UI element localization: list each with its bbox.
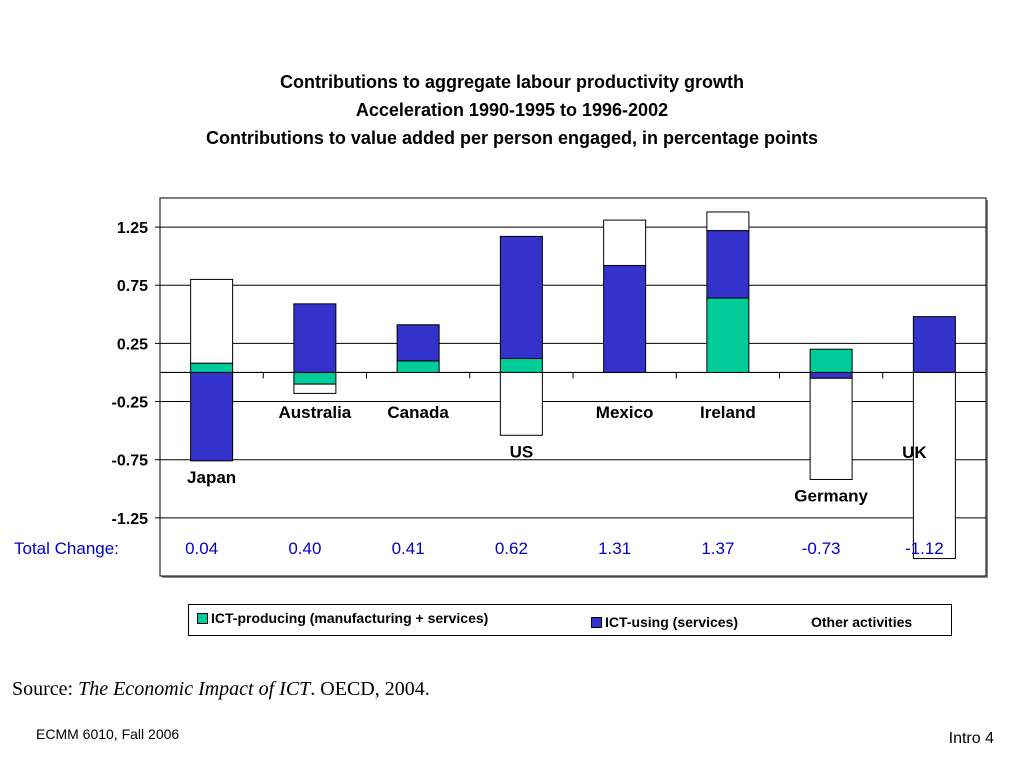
total-change-value-ireland: 1.37 — [701, 539, 734, 558]
bar-uk-other — [912, 371, 956, 560]
chart-legend: ICT-producing (manufacturing + services)… — [188, 604, 952, 636]
chart-subtitle-1: Acceleration 1990-1995 to 1996-2002 — [355, 100, 669, 120]
total-change-label: Total Change: — [14, 539, 119, 558]
category-label-uk: UK — [902, 443, 927, 462]
legend-swatch-ict-producing — [197, 612, 208, 624]
footer-course: ECMM 6010, Fall 2006 — [36, 726, 180, 742]
bar-germany-ict-using — [809, 371, 853, 379]
legend-item-ict-producing: ICT-producing (manufacturing + services) — [197, 610, 488, 626]
bar-us-other — [499, 371, 543, 436]
chart-subtitle-2: Contributions to value added per person … — [205, 128, 819, 148]
bar-australia-ict-producing — [293, 371, 337, 385]
legend-item-other: Other activities — [797, 614, 912, 630]
bar-australia-ict-using — [293, 303, 337, 373]
source-prefix: Source: — [12, 678, 79, 700]
bar-uk-ict-using — [912, 316, 956, 373]
total-change-value-canada: 0.41 — [392, 539, 425, 558]
y-tick-label: -0.25 — [112, 395, 149, 412]
category-label-ireland: Ireland — [700, 403, 756, 422]
legend-swatch-other — [797, 616, 808, 628]
category-label-japan: Japan — [187, 468, 236, 487]
bar-japan-other — [190, 278, 234, 364]
source-citation: Source: The Economic Impact of ICT. OECD… — [12, 678, 430, 701]
source-suffix: . OECD, 2004. — [310, 678, 430, 700]
total-change-value-mexico: 1.31 — [598, 539, 631, 558]
category-label-germany: Germany — [794, 486, 868, 505]
bar-australia-other — [293, 383, 337, 394]
bar-ireland-other — [706, 211, 750, 232]
y-tick-label: 0.25 — [117, 336, 148, 353]
category-label-mexico: Mexico — [596, 403, 654, 422]
chart-title: Contributions to aggregate labour produc… — [280, 72, 744, 92]
legend-label-ict-using: ICT-using (services) — [605, 614, 739, 630]
legend-item-ict-using: ICT-using (services) — [591, 614, 738, 630]
category-label-us: US — [510, 442, 534, 461]
bar-ireland-ict-producing — [706, 297, 750, 373]
total-change-value-australia: 0.40 — [288, 539, 321, 558]
plot-area — [159, 197, 987, 577]
bar-canada-ict-using — [396, 324, 440, 362]
total-change-value-uk: -1.12 — [905, 539, 944, 558]
total-change-value-germany: -0.73 — [802, 539, 841, 558]
chart-title-block: Contributions to aggregate labour produc… — [0, 68, 1024, 152]
y-tick-label: -0.75 — [112, 453, 149, 470]
bar-germany-ict-producing — [809, 348, 853, 373]
y-tick-label: -1.25 — [112, 511, 149, 528]
bar-germany-other — [809, 377, 853, 480]
bar-us-ict-using — [499, 235, 543, 360]
bar-japan-ict-producing — [190, 362, 234, 373]
bar-ireland-ict-using — [706, 230, 750, 299]
legend-swatch-ict-using — [591, 616, 602, 628]
total-change-value-japan: 0.04 — [185, 539, 218, 558]
footer-slide-number: Intro 4 — [948, 730, 994, 747]
category-label-australia: Australia — [279, 403, 352, 422]
y-tick-label: 0.75 — [117, 278, 148, 295]
bar-canada-ict-producing — [396, 360, 440, 373]
total-change-value-us: 0.62 — [495, 539, 528, 558]
bar-japan-ict-using — [190, 371, 234, 462]
category-label-canada: Canada — [387, 403, 449, 422]
bar-us-ict-producing — [499, 358, 543, 373]
legend-label-other: Other activities — [811, 614, 913, 630]
bar-mexico-ict-using — [603, 264, 647, 373]
y-tick-label: 1.25 — [117, 220, 148, 237]
bar-mexico-other — [603, 219, 647, 266]
legend-label-ict-producing: ICT-producing (manufacturing + services) — [211, 610, 489, 626]
source-title: The Economic Impact of ICT — [78, 678, 311, 700]
